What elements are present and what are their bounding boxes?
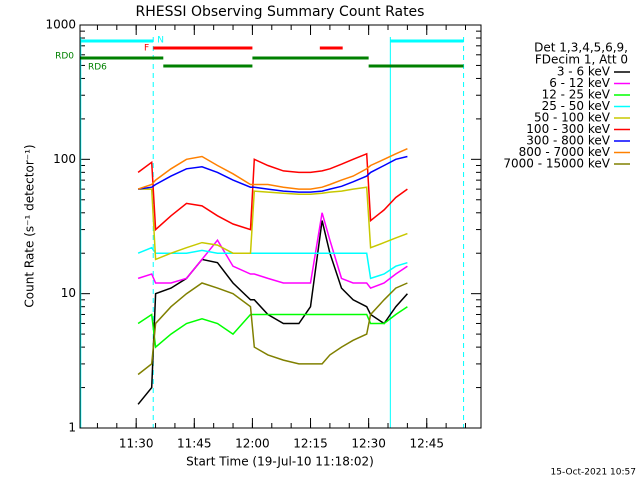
series-line (137, 220, 408, 405)
legend-header: Det 1,3,4,5,6,9, (534, 41, 628, 55)
legend-label: 3 - 6 keV (557, 65, 611, 79)
legend-label: 6 - 12 keV (549, 76, 611, 90)
series-line (137, 246, 408, 280)
flag-label: F (144, 44, 149, 54)
legend-label: 12 - 25 keV (542, 88, 611, 102)
x-tick-label: 12:45 (409, 437, 444, 451)
series-line (137, 306, 408, 349)
legend-label: 50 - 100 keV (534, 111, 611, 125)
flag-label: RD6 (88, 63, 107, 73)
legend-header: FDecim 1, Att 0 (535, 53, 628, 67)
plot-area: 1 10 100 1000 11:30 11:45 12:00 12:15 12:30 12:45… (45, 18, 482, 451)
footer-date: 15-Oct-2021 10:57 (551, 468, 636, 478)
series-line (138, 186, 408, 261)
y-tick-label: 1000 (45, 18, 76, 32)
x-tick-label: 12:00 (235, 437, 270, 451)
series-line (137, 212, 408, 289)
legend-label: 25 - 50 keV (542, 99, 611, 113)
y-axis-label: Count Rate (s⁻¹ detector⁻¹) (23, 144, 37, 307)
series-line (137, 152, 408, 232)
y-tick-label: 1 (68, 421, 76, 435)
legend-label: 300 - 800 keV (526, 134, 610, 148)
series-line (137, 148, 408, 190)
chart-title: RHESSI Observing Summary Count Rates (136, 4, 425, 20)
x-axis-label: Start Time (19-Jul-10 11:18:02) (186, 455, 374, 469)
series-line (137, 155, 408, 193)
series-line (137, 282, 408, 376)
flag-label: RD0 (55, 52, 74, 62)
y-tick-label: 10 (61, 286, 76, 300)
legend-label: 7000 - 15000 keV (503, 157, 610, 171)
x-tick-label: 11:30 (119, 437, 154, 451)
x-tick-label: 11:45 (177, 437, 212, 451)
x-tick-label: 12:30 (351, 437, 386, 451)
legend-label: 100 - 300 keV (526, 122, 610, 136)
plot-frame (79, 24, 482, 429)
x-tick-label: 12:15 (293, 437, 328, 451)
flag-label: N (157, 36, 164, 46)
y-tick-label: 100 (53, 152, 76, 166)
legend-label: 800 - 7000 keV (519, 145, 611, 159)
